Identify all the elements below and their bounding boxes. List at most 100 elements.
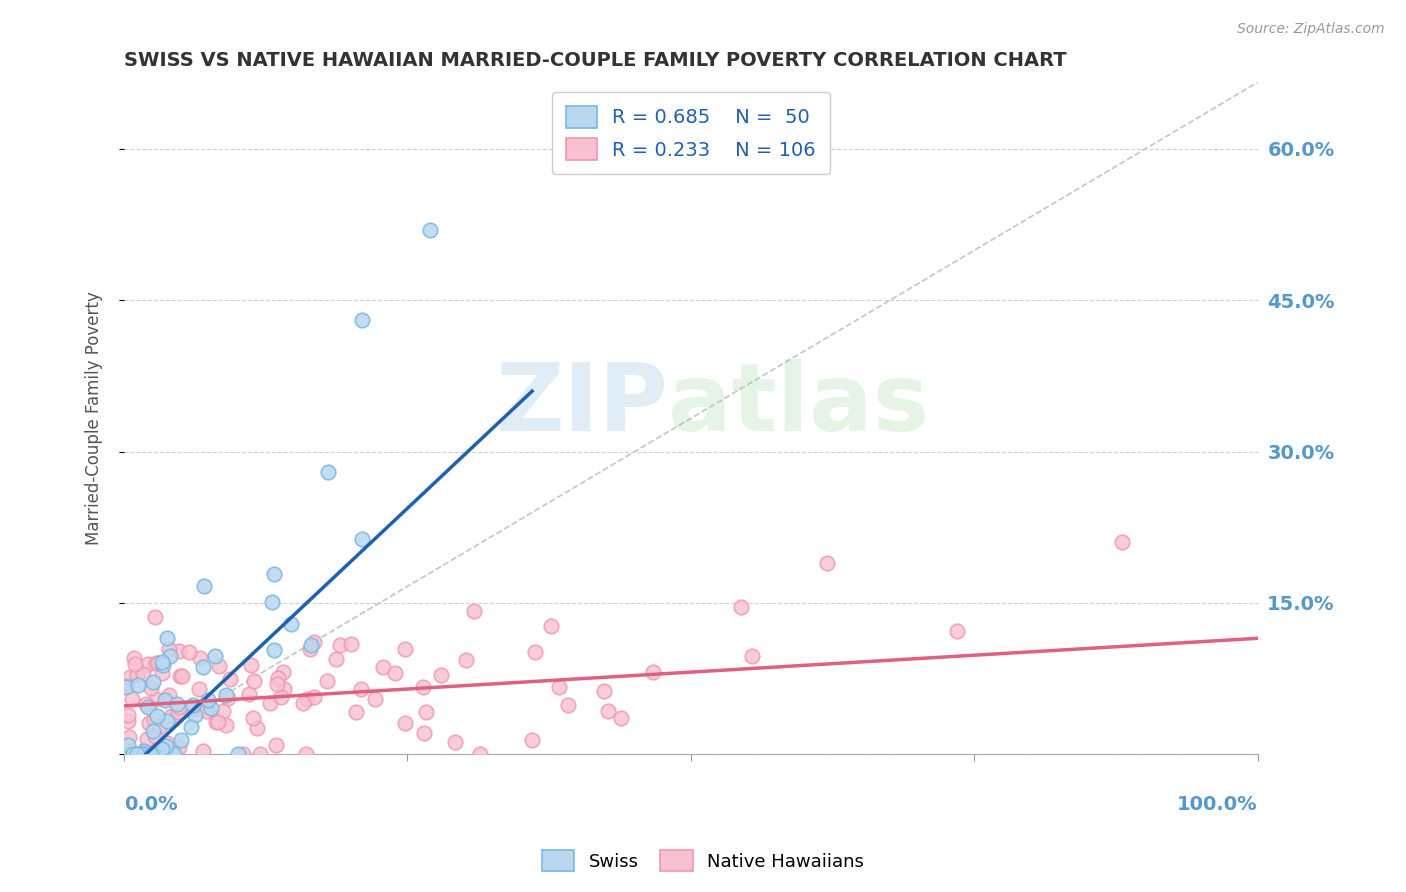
Point	[217, 691, 239, 706]
Text: atlas: atlas	[668, 359, 929, 451]
Point	[219, 673, 242, 687]
Point	[136, 732, 159, 747]
Point	[291, 696, 314, 710]
Text: ZIP: ZIP	[495, 359, 668, 451]
Point	[170, 669, 193, 683]
Point	[150, 665, 173, 680]
Point	[316, 465, 339, 479]
Point	[129, 747, 152, 762]
Point	[114, 681, 136, 695]
Point	[160, 708, 183, 723]
Point	[1111, 535, 1133, 549]
Point	[239, 657, 262, 672]
Point	[730, 600, 752, 615]
Point	[195, 704, 218, 718]
Point	[316, 674, 339, 689]
Point	[267, 671, 290, 685]
Point	[163, 747, 186, 762]
Point	[557, 698, 579, 712]
Text: SWISS VS NATIVE HAWAIIAN MARRIED-COUPLE FAMILY POVERTY CORRELATION CHART: SWISS VS NATIVE HAWAIIAN MARRIED-COUPLE …	[124, 51, 1067, 70]
Point	[207, 715, 229, 730]
Point	[232, 747, 254, 762]
Point	[125, 747, 148, 762]
Point	[128, 747, 150, 762]
Point	[299, 638, 322, 652]
Point	[132, 744, 155, 758]
Point	[142, 723, 165, 738]
Point	[226, 747, 249, 762]
Y-axis label: Married-Couple Family Poverty: Married-Couple Family Poverty	[86, 292, 103, 545]
Point	[152, 747, 174, 762]
Point	[741, 648, 763, 663]
Point	[190, 651, 212, 665]
Point	[150, 742, 173, 756]
Point	[373, 659, 395, 673]
Point	[456, 653, 478, 667]
Point	[193, 659, 215, 673]
Point	[249, 747, 271, 762]
Point	[159, 648, 181, 663]
Point	[141, 681, 163, 696]
Point	[394, 716, 416, 731]
Point	[156, 631, 179, 645]
Point	[548, 680, 571, 694]
Point	[167, 644, 190, 658]
Point	[352, 313, 374, 327]
Point	[142, 675, 165, 690]
Point	[593, 683, 616, 698]
Text: 100.0%: 100.0%	[1177, 795, 1257, 814]
Point	[145, 729, 167, 743]
Point	[212, 704, 235, 718]
Point	[141, 747, 163, 762]
Point	[125, 667, 148, 681]
Point	[156, 736, 179, 750]
Point	[264, 738, 287, 752]
Point	[141, 747, 163, 762]
Point	[156, 714, 179, 729]
Point	[205, 715, 228, 730]
Point	[191, 744, 214, 758]
Point	[259, 696, 281, 710]
Legend: Swiss, Native Hawaiians: Swiss, Native Hawaiians	[534, 843, 872, 879]
Point	[146, 656, 169, 670]
Point	[187, 682, 209, 697]
Point	[294, 747, 316, 762]
Point	[142, 712, 165, 726]
Point	[243, 674, 266, 689]
Point	[150, 747, 173, 762]
Point	[246, 721, 269, 735]
Point	[384, 666, 406, 681]
Point	[468, 747, 491, 762]
Point	[946, 624, 969, 638]
Point	[350, 682, 373, 697]
Point	[177, 645, 200, 659]
Point	[157, 641, 180, 656]
Point	[167, 700, 190, 714]
Point	[325, 652, 347, 666]
Point	[520, 732, 543, 747]
Text: 0.0%: 0.0%	[124, 795, 177, 814]
Point	[134, 747, 156, 762]
Point	[197, 692, 219, 706]
Point	[122, 747, 145, 762]
Point	[118, 730, 141, 744]
Point	[167, 706, 190, 720]
Point	[430, 668, 453, 682]
Point	[136, 700, 159, 714]
Point	[149, 719, 172, 733]
Point	[412, 680, 434, 694]
Point	[295, 691, 318, 706]
Point	[143, 609, 166, 624]
Point	[152, 658, 174, 673]
Point	[263, 643, 285, 657]
Point	[208, 659, 231, 673]
Point	[121, 692, 143, 706]
Point	[340, 637, 363, 651]
Point	[299, 642, 322, 657]
Point	[188, 699, 211, 714]
Point	[273, 681, 295, 696]
Point	[184, 708, 207, 723]
Point	[117, 738, 139, 752]
Point	[145, 692, 167, 706]
Point	[180, 720, 202, 734]
